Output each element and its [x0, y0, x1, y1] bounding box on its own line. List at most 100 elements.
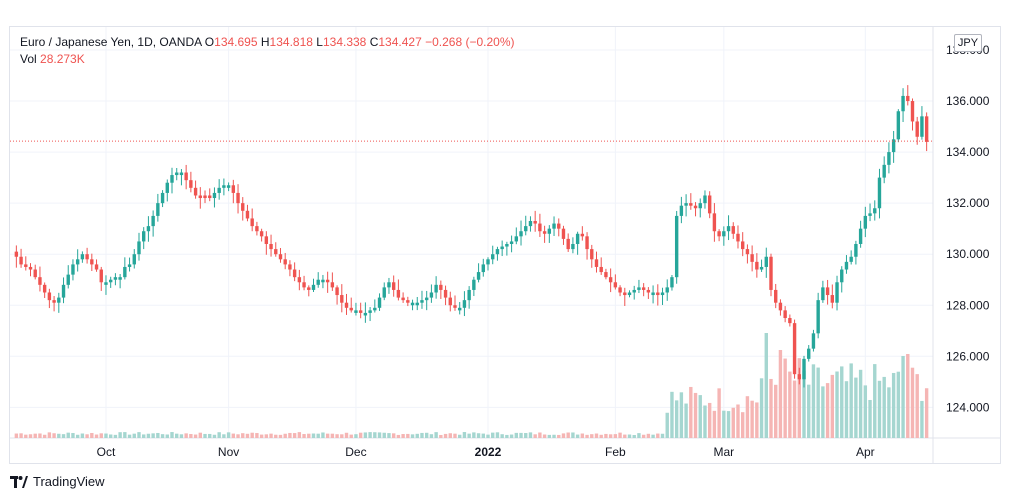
volume-bar — [241, 433, 245, 438]
candle-body — [387, 282, 391, 288]
volume-bar — [358, 432, 363, 438]
candle-body — [736, 233, 740, 242]
x-tick-label: Nov — [218, 445, 239, 459]
volume-bar — [807, 384, 811, 438]
volume-bar — [906, 354, 910, 438]
volume-bar — [868, 399, 872, 438]
candle-body — [170, 175, 174, 183]
candle-body — [292, 269, 297, 278]
volume-bar — [618, 432, 622, 438]
volume-bar — [132, 433, 136, 438]
volume-bar — [495, 432, 500, 438]
volume-bar — [118, 432, 122, 438]
candle-body — [863, 215, 868, 229]
volume-bar — [198, 432, 202, 438]
volume-bar — [434, 432, 438, 438]
candle-body — [509, 241, 514, 244]
candle-body — [769, 256, 773, 290]
volume-bar — [340, 434, 344, 438]
candle-body — [193, 187, 198, 196]
candle-body — [835, 282, 839, 303]
y-tick-label: 128.000 — [946, 298, 990, 312]
candle-body — [217, 187, 221, 193]
volume-bar — [840, 366, 844, 438]
candle-body — [741, 241, 745, 250]
volume-bar — [66, 432, 70, 438]
candle-body — [689, 203, 693, 206]
candle-body — [566, 238, 570, 250]
brand-label: TradingView — [33, 474, 105, 489]
volume-bar — [250, 432, 254, 438]
volume-bar — [858, 369, 863, 438]
low-label: L — [316, 35, 323, 49]
candle-body — [321, 279, 325, 283]
candle-body — [264, 236, 269, 244]
volume-bar — [689, 386, 693, 438]
volume-bar — [330, 433, 335, 438]
candle-body — [184, 172, 188, 181]
candle-body — [165, 182, 169, 193]
volume-bar — [203, 433, 207, 438]
y-tick-label: 130.000 — [946, 247, 990, 261]
candle-body — [335, 287, 339, 296]
candle-body — [575, 233, 580, 244]
volume-bar — [542, 434, 547, 438]
volume-bar — [698, 395, 702, 438]
volume-bar — [665, 412, 669, 438]
volume-bar — [19, 433, 23, 438]
volume-bar — [226, 432, 231, 438]
candle-body — [873, 208, 877, 214]
volume-bar — [85, 434, 89, 438]
candle-body — [175, 172, 179, 176]
candle-body — [627, 292, 632, 296]
volume-bar — [910, 367, 915, 438]
candle-body — [660, 292, 665, 296]
volume-bar — [108, 434, 113, 438]
volume-bar — [292, 433, 297, 438]
candle-body — [429, 292, 434, 298]
volume-bar — [778, 350, 783, 438]
volume-bar — [94, 434, 99, 438]
volume-bar — [486, 434, 490, 438]
volume-bar — [335, 434, 339, 438]
high-label: H — [260, 35, 270, 49]
candle-body — [590, 249, 594, 260]
candle-body — [458, 307, 462, 311]
volume-bar — [401, 434, 405, 438]
volume-bar — [656, 433, 660, 438]
volume-bar — [231, 433, 236, 438]
volume-bar — [443, 433, 448, 438]
volume-bar — [146, 433, 151, 438]
volume-bar — [75, 434, 80, 438]
volume-bar — [476, 433, 481, 438]
candle-body — [896, 111, 901, 140]
volume-bar — [604, 433, 608, 438]
x-tick-label: 2022 — [475, 445, 502, 459]
volume-bar — [759, 378, 764, 438]
tradingview-logo[interactable]: TradingView — [10, 474, 105, 489]
volume-bar — [519, 432, 523, 438]
volume-bar — [387, 433, 391, 438]
volume-bar — [882, 376, 886, 438]
volume-bar — [505, 434, 509, 438]
candle-body — [146, 226, 151, 232]
candle-body — [807, 348, 811, 359]
volume-bar — [901, 356, 905, 438]
candle-body — [415, 302, 419, 306]
currency-button[interactable]: JPY — [954, 34, 982, 52]
candle-body — [156, 203, 160, 216]
volume-bar — [462, 432, 467, 438]
volume-bar — [788, 371, 792, 438]
candle-body — [693, 205, 698, 209]
volume-bar — [311, 433, 316, 438]
volume-bar — [259, 434, 264, 438]
close-label: C — [369, 35, 379, 49]
candle-body — [354, 310, 358, 313]
candlestick-chart[interactable]: 124.000 126.000 128.000 130.000 132.000 134.0… — [10, 27, 1000, 463]
candle-body — [844, 261, 849, 270]
volume-bar — [269, 433, 273, 438]
candle-body — [745, 249, 750, 255]
volume-bar — [637, 433, 641, 438]
candle-body — [849, 256, 853, 262]
candle-body — [448, 297, 452, 306]
